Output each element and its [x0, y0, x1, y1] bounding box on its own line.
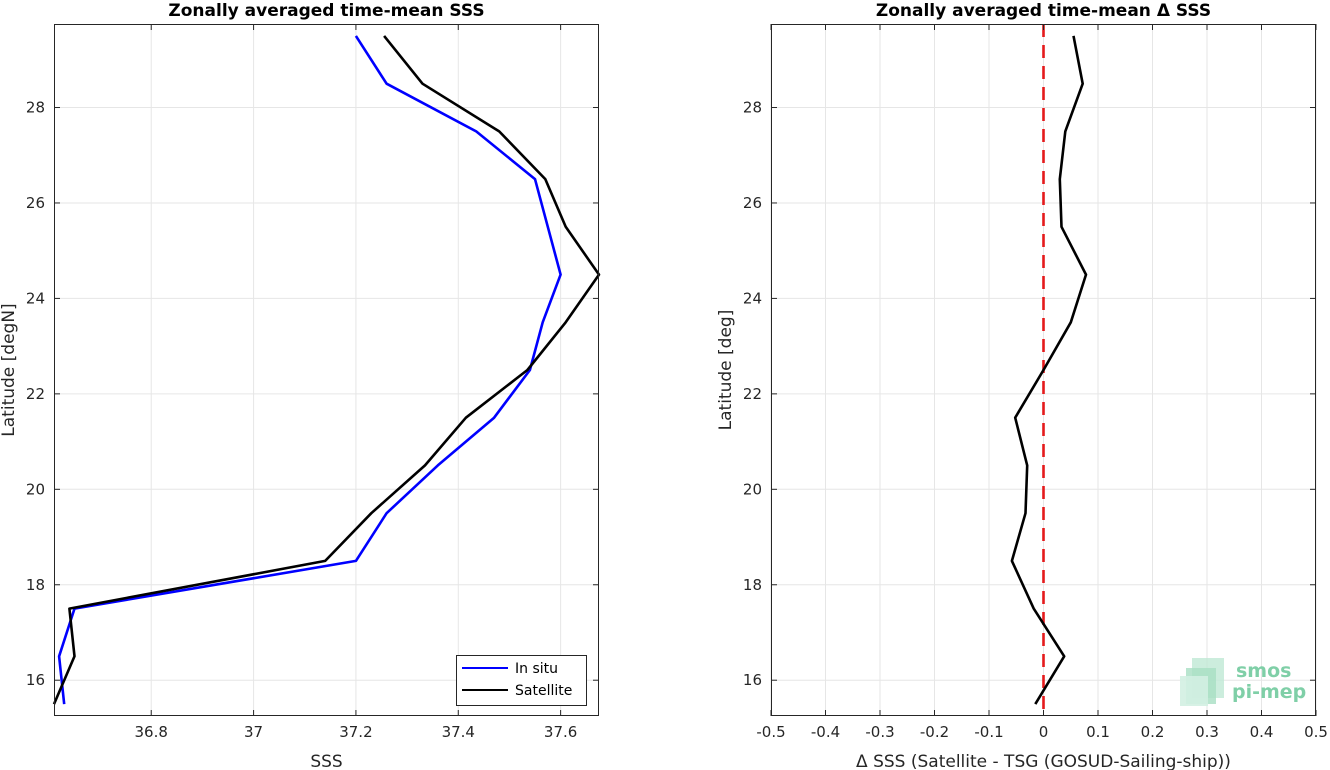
left-series-group — [52, 35, 601, 705]
x-tick-label: 0.3 — [1195, 723, 1219, 741]
y-tick-label: 20 — [743, 480, 762, 498]
y-tick-label: 16 — [743, 671, 762, 689]
x-tick-label: -0.1 — [974, 723, 1003, 741]
x-tick-label: 0.4 — [1250, 723, 1274, 741]
logo-text-smos: smos — [1236, 660, 1291, 682]
y-tick-label: 18 — [26, 576, 45, 594]
y-tick-label: 28 — [743, 99, 762, 117]
left-x-axis-label: SSS — [310, 752, 342, 770]
left-plot-area — [54, 24, 599, 716]
legend-box — [456, 655, 587, 706]
y-tick-label: 22 — [26, 385, 45, 403]
y-tick-label: 24 — [26, 289, 45, 307]
x-tick-label: 0.5 — [1304, 723, 1328, 741]
y-tick-label: 20 — [26, 480, 45, 498]
x-tick-label: 37.4 — [442, 723, 475, 741]
y-tick-label: 28 — [26, 99, 45, 117]
legend-label-in-situ: In situ — [515, 661, 558, 677]
right-series-group — [1010, 35, 1088, 705]
x-tick-label: 36.8 — [135, 723, 168, 741]
smos-pi-mep-logo: smos pi-mep — [1180, 658, 1306, 706]
y-tick-label: 18 — [743, 576, 762, 594]
legend: In situ Satellite — [456, 655, 587, 706]
right-ticks: -0.5 -0.4 -0.3 -0.2 -0.1 0 0.1 0.2 0.3 0.4 0.5 16 18… — [743, 24, 1328, 741]
series-line-0 — [1010, 35, 1088, 705]
x-tick-label: -0.3 — [865, 723, 894, 741]
left-y-axis-label: Latitude [degN] — [0, 303, 19, 436]
y-tick-label: 26 — [743, 194, 762, 212]
x-tick-label: 37.6 — [544, 723, 577, 741]
left-chart-title: Zonally averaged time-mean SSS — [168, 1, 484, 21]
right-chart-panel: -0.5 -0.4 -0.3 -0.2 -0.1 0 0.1 0.2 0.3 0.4 0.5 16 18… — [716, 1, 1328, 770]
left-ticks: 36.8 37 37.2 37.4 37.6 16 18 20 22 24 26 28 — [26, 24, 599, 741]
right-x-axis-label: Δ SSS (Satellite - TSG (GOSUD-Sailing-sh… — [856, 752, 1231, 770]
left-grid — [54, 24, 599, 716]
x-tick-label: 0 — [1039, 723, 1049, 741]
logo-text-pi-mep: pi-mep — [1232, 681, 1306, 703]
x-tick-label: 37.2 — [339, 723, 372, 741]
y-tick-label: 22 — [743, 385, 762, 403]
y-tick-label: 26 — [26, 194, 45, 212]
x-tick-label: 0.1 — [1086, 723, 1110, 741]
y-tick-label: 24 — [743, 289, 762, 307]
x-tick-label: -0.2 — [920, 723, 949, 741]
x-tick-label: 37 — [244, 723, 263, 741]
series-line-0 — [57, 35, 562, 705]
right-chart-title: Zonally averaged time-mean Δ SSS — [876, 1, 1211, 21]
right-y-axis-label: Latitude [deg] — [716, 310, 736, 431]
x-tick-label: 0.2 — [1141, 723, 1165, 741]
series-line-1 — [52, 35, 601, 705]
x-tick-label: -0.5 — [756, 723, 785, 741]
left-chart-panel: 36.8 37 37.2 37.4 37.6 16 18 20 22 24 26 28 Zonally… — [0, 1, 601, 770]
y-tick-label: 16 — [26, 671, 45, 689]
legend-label-satellite: Satellite — [515, 683, 572, 699]
left-axes-box — [54, 24, 599, 716]
x-tick-label: -0.4 — [811, 723, 840, 741]
